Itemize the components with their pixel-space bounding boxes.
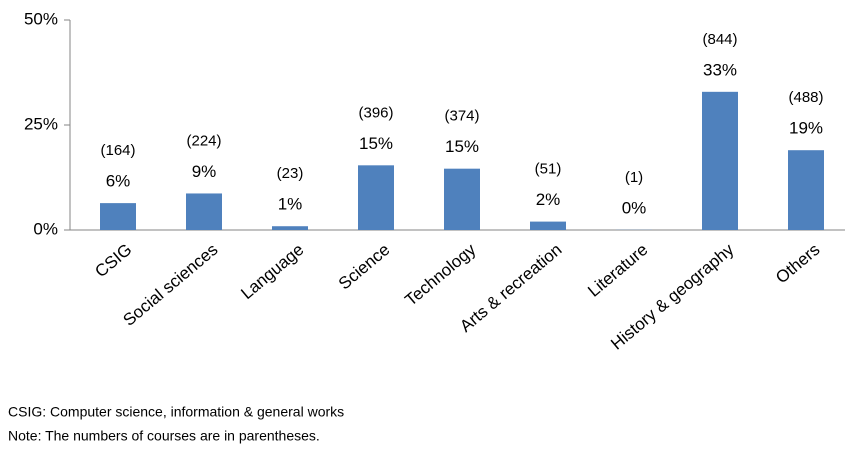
y-tick-label: 50% [24,9,58,28]
count-label: (224) [186,132,221,149]
value-label: 15% [359,134,393,153]
x-tick-label: Language [237,240,307,303]
count-label: (23) [277,165,304,182]
note: CSIG: Computer science, information & ge… [8,404,344,420]
count-label: (51) [535,161,562,178]
y-tick-label: 25% [24,114,58,133]
value-label: 15% [445,137,479,156]
x-tick-label: Technology [401,240,479,310]
bar [444,169,480,230]
value-label: 33% [703,60,737,79]
y-tick-label: 0% [33,219,58,238]
bar [358,165,394,230]
value-label: 19% [789,119,823,138]
bar [186,193,222,230]
x-tick-label: Others [772,240,823,287]
count-label: (488) [788,89,823,106]
bar [788,150,824,230]
value-label: 1% [278,195,303,214]
value-label: 0% [622,198,647,217]
count-label: (1) [625,169,643,186]
x-tick-label: Literature [584,240,651,301]
count-label: (844) [702,31,737,48]
x-tick-label: CSIG [91,240,135,281]
value-label: 6% [106,172,131,191]
count-label: (396) [358,104,393,121]
note: Note: The numbers of courses are in pare… [8,428,320,444]
count-label: (164) [100,142,135,159]
bar [530,222,566,230]
value-label: 9% [192,162,217,181]
bar [100,203,136,230]
x-tick-label: Science [335,240,394,293]
value-label: 2% [536,190,561,209]
x-tick-label: Social sciences [119,240,221,330]
bar [702,92,738,230]
bar [272,226,308,230]
count-label: (374) [444,108,479,125]
